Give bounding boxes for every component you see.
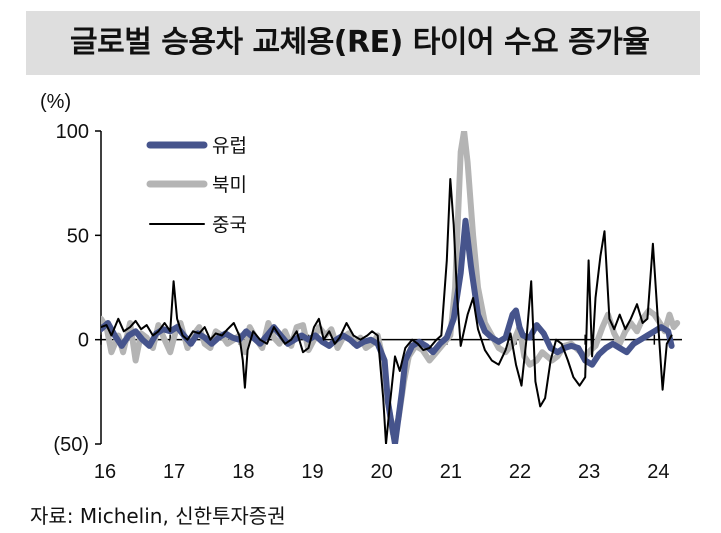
legend-label-north-america: 북미: [212, 174, 247, 196]
series-lines: [101, 131, 681, 444]
x-axis: 16 17 18 19 20 21 22 23 24: [94, 334, 669, 483]
legend-label-europe: 유럽: [212, 135, 247, 157]
y-axis: 100 50 0 (50): [53, 121, 101, 456]
y-tick-label: 0: [78, 330, 89, 352]
x-tick-label: 21: [440, 461, 462, 483]
y-tick-label: 50: [67, 225, 89, 247]
x-tick-label: 23: [578, 461, 600, 483]
source-note: 자료: Michelin, 신한투자증권: [30, 504, 286, 528]
y-axis-unit-label: (%): [40, 91, 71, 113]
title-banner: 글로벌 승용차 교체용(RE) 타이어 수요 증가율: [26, 11, 700, 75]
y-tick-label: (50): [53, 434, 89, 456]
x-tick-label: 16: [94, 461, 116, 483]
series-line-china: [101, 178, 673, 444]
legend: 유럽 북미 중국: [146, 135, 247, 236]
y-tick-label: 100: [56, 121, 89, 143]
x-tick-label: 17: [163, 461, 185, 483]
x-tick-label: 19: [301, 461, 323, 483]
x-tick-label: 24: [647, 461, 669, 483]
x-tick-label: 18: [232, 461, 254, 483]
chart-title: 글로벌 승용차 교체용(RE) 타이어 수요 증가율: [70, 25, 650, 60]
x-tick-label: 22: [509, 461, 531, 483]
x-tick-label: 20: [371, 461, 393, 483]
series-line-europe: [101, 217, 675, 444]
legend-label-china: 중국: [212, 214, 247, 236]
